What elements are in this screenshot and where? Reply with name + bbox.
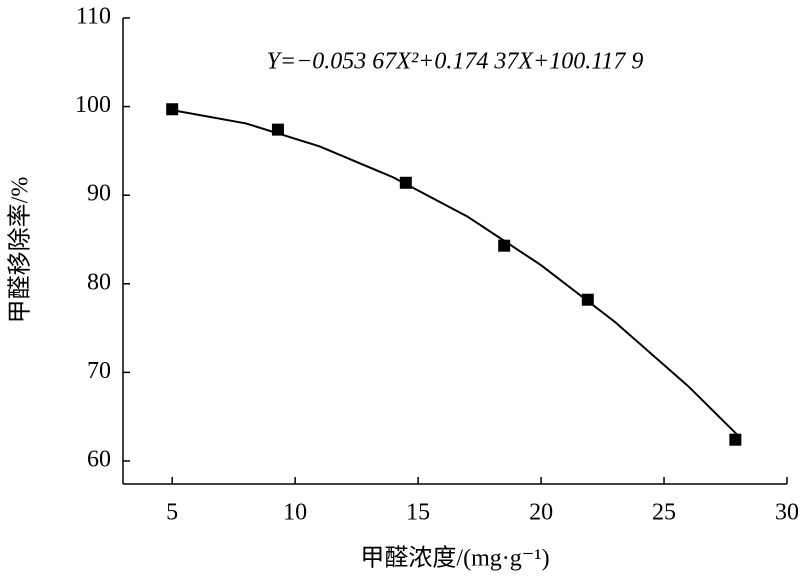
data-point	[581, 293, 594, 306]
fit-equation: Y=−0.053 67X²+0.174 37X+100.117 9	[267, 49, 644, 75]
fit-curve	[172, 109, 739, 436]
data-point	[271, 123, 284, 136]
x-axis-label: 甲醛浓度/(mg·g⁻¹)	[360, 545, 549, 572]
y-axis-label: 甲醛移除率/%	[7, 177, 34, 324]
y-tick-label: 80	[87, 269, 111, 295]
x-tick-label: 10	[283, 500, 307, 526]
x-tick-label: 30	[775, 500, 799, 526]
data-point	[729, 433, 742, 446]
y-tick-label: 60	[87, 446, 111, 472]
data-point	[166, 103, 179, 116]
y-tick-label: 100	[75, 92, 111, 118]
y-tick-label: 90	[87, 181, 111, 207]
data-point	[498, 239, 511, 252]
x-tick-label: 25	[652, 500, 676, 526]
y-tick-label: 110	[76, 4, 111, 30]
x-tick-label: 5	[166, 500, 178, 526]
x-tick-label: 15	[406, 500, 430, 526]
x-tick-label: 20	[529, 500, 553, 526]
data-point	[399, 176, 412, 189]
y-tick-label: 70	[87, 358, 111, 384]
